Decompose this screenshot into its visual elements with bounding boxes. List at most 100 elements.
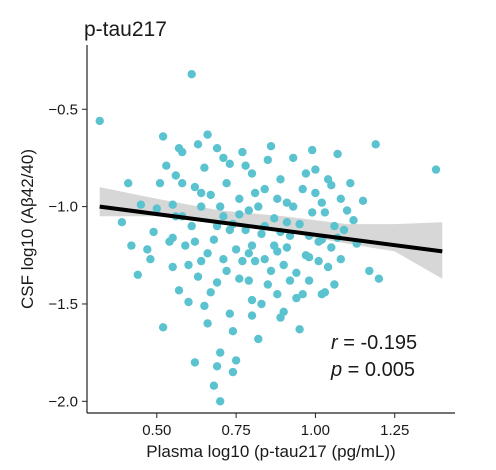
data-point bbox=[168, 200, 177, 209]
data-point bbox=[212, 278, 222, 287]
y-tick-label: −1.5 bbox=[48, 296, 78, 313]
data-point bbox=[117, 218, 127, 227]
data-point bbox=[193, 272, 203, 281]
data-point bbox=[292, 268, 301, 277]
data-point bbox=[349, 216, 358, 225]
data-point bbox=[330, 221, 339, 231]
data-point bbox=[311, 165, 320, 174]
x-tick-label: 0.50 bbox=[142, 422, 171, 439]
data-point bbox=[190, 358, 200, 367]
data-point bbox=[289, 202, 298, 211]
data-point bbox=[187, 221, 196, 231]
y-tick-label: −2.0 bbox=[48, 393, 78, 410]
data-point bbox=[184, 260, 193, 270]
data-point bbox=[203, 249, 212, 258]
data-point bbox=[330, 280, 339, 289]
data-point bbox=[266, 266, 276, 276]
data-point bbox=[250, 188, 260, 198]
data-point bbox=[190, 237, 200, 246]
data-point bbox=[263, 155, 272, 165]
data-point bbox=[146, 255, 155, 264]
confidence-band bbox=[99, 187, 443, 279]
data-point bbox=[270, 241, 279, 250]
data-point bbox=[197, 188, 206, 198]
data-point bbox=[152, 204, 161, 213]
points-layer bbox=[95, 70, 441, 406]
data-point bbox=[155, 179, 165, 188]
p-symbol: p bbox=[330, 359, 342, 381]
data-point bbox=[219, 255, 228, 264]
x-tick-label: 1.00 bbox=[301, 422, 330, 439]
data-point bbox=[143, 245, 152, 254]
data-point bbox=[235, 194, 244, 203]
data-point bbox=[238, 256, 247, 266]
data-point bbox=[178, 179, 187, 188]
data-point bbox=[187, 70, 196, 79]
data-point bbox=[231, 356, 241, 365]
data-point bbox=[266, 142, 276, 151]
data-point bbox=[209, 235, 219, 244]
data-point bbox=[203, 319, 212, 328]
data-point bbox=[308, 145, 317, 155]
data-point bbox=[365, 266, 374, 276]
data-point bbox=[158, 323, 168, 332]
data-point bbox=[257, 229, 266, 239]
data-point bbox=[279, 260, 288, 270]
data-point bbox=[181, 241, 190, 250]
data-point bbox=[184, 297, 193, 307]
data-point bbox=[298, 290, 307, 299]
svg-text:p = 0.005: p = 0.005 bbox=[330, 359, 415, 381]
data-point bbox=[241, 161, 250, 170]
data-point bbox=[374, 274, 384, 283]
data-point bbox=[260, 184, 269, 194]
data-point bbox=[273, 290, 282, 299]
data-point bbox=[206, 190, 215, 200]
data-point bbox=[212, 144, 222, 153]
data-point bbox=[317, 290, 326, 299]
data-point bbox=[276, 175, 285, 184]
data-point bbox=[133, 270, 142, 279]
r-value: = -0.195 bbox=[338, 332, 418, 354]
data-point bbox=[431, 165, 441, 174]
data-point bbox=[203, 130, 212, 139]
data-point bbox=[282, 218, 292, 227]
data-point bbox=[136, 200, 146, 209]
data-point bbox=[301, 169, 311, 178]
data-point bbox=[282, 198, 292, 207]
data-point bbox=[168, 262, 177, 272]
data-point bbox=[358, 196, 368, 205]
y-tick-label: −1.0 bbox=[48, 199, 78, 216]
p-value: = 0.005 bbox=[342, 359, 415, 381]
data-point bbox=[235, 210, 244, 219]
data-point bbox=[254, 334, 263, 344]
regression-line bbox=[99, 204, 443, 254]
data-point bbox=[225, 309, 234, 318]
x-tick-label: 0.75 bbox=[222, 422, 251, 439]
data-point bbox=[231, 245, 241, 254]
data-point bbox=[342, 206, 352, 215]
data-point bbox=[270, 214, 279, 223]
data-point bbox=[225, 225, 234, 235]
data-point bbox=[127, 241, 136, 250]
data-point bbox=[197, 202, 206, 211]
data-point bbox=[282, 243, 292, 252]
data-point bbox=[212, 362, 222, 371]
data-point bbox=[238, 147, 247, 157]
data-point bbox=[317, 198, 326, 207]
data-point bbox=[247, 311, 257, 320]
data-point bbox=[273, 194, 282, 203]
data-point bbox=[216, 397, 225, 406]
data-point bbox=[168, 233, 177, 242]
data-point bbox=[190, 182, 200, 192]
data-point bbox=[323, 175, 333, 184]
data-point bbox=[289, 153, 298, 163]
data-point bbox=[247, 169, 257, 178]
data-point bbox=[339, 225, 349, 235]
data-point bbox=[225, 159, 234, 168]
data-point bbox=[222, 179, 231, 188]
data-point bbox=[178, 147, 187, 157]
x-axis-label: Plasma log10 (p-tau217 (pg/mL)) bbox=[146, 442, 395, 461]
svg-text:r = -0.195: r = -0.195 bbox=[331, 332, 417, 354]
data-point bbox=[244, 206, 253, 215]
